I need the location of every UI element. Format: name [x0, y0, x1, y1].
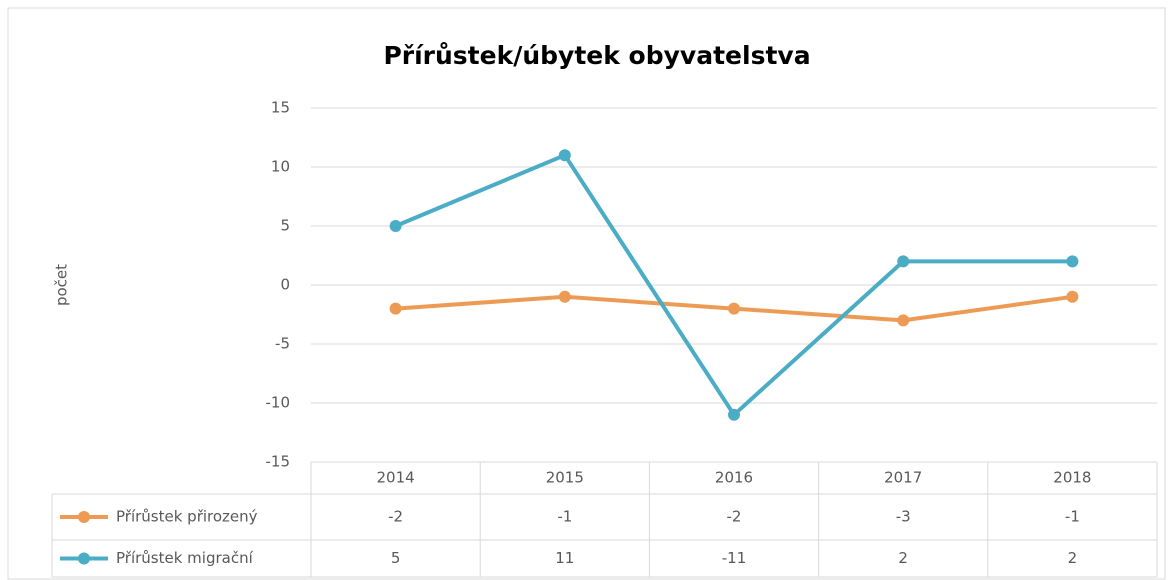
- data-point: [1066, 255, 1079, 268]
- y-tick-label: -5: [275, 335, 290, 353]
- x-tick-label: 2016: [715, 469, 753, 487]
- y-tick-label: 10: [271, 158, 290, 176]
- table-value: -2: [388, 508, 403, 526]
- data-point: [558, 290, 571, 303]
- data-point: [389, 302, 402, 315]
- data-point: [897, 255, 910, 268]
- table-value: -11: [722, 549, 747, 567]
- table-value: -3: [896, 508, 911, 526]
- y-tick-label: 15: [271, 99, 290, 117]
- chart-frame: [7, 7, 1166, 580]
- y-tick-label: -15: [266, 453, 291, 471]
- table-value: 2: [898, 549, 908, 567]
- table-value: 5: [391, 549, 401, 567]
- data-point: [389, 220, 402, 232]
- table-value: -1: [557, 508, 572, 526]
- legend-label: Přírůstek migrační: [116, 549, 254, 567]
- y-tick-label: 5: [280, 217, 290, 235]
- data-point: [728, 302, 740, 315]
- data-point: [728, 408, 740, 421]
- data-point: [897, 314, 910, 327]
- data-point: [558, 149, 571, 162]
- table-value: -1: [1065, 508, 1080, 526]
- x-tick-label: 2017: [884, 469, 922, 487]
- y-tick-label: 0: [280, 276, 290, 294]
- legend-key-marker: [78, 511, 90, 523]
- y-axis-label: počet: [53, 264, 71, 306]
- x-tick-label: 2014: [377, 469, 415, 487]
- x-tick-label: 2015: [546, 469, 584, 487]
- chart-title: Přírůstek/úbytek obyvatelstva: [383, 41, 810, 70]
- y-tick-label: -10: [266, 394, 291, 412]
- table-value: -2: [727, 508, 742, 526]
- data-point: [1066, 290, 1079, 303]
- table-value: 2: [1068, 549, 1078, 567]
- legend-key-marker: [78, 552, 90, 565]
- x-tick-label: 2018: [1053, 469, 1091, 487]
- legend-label: Přírůstek přirozený: [116, 508, 258, 526]
- table-value: 11: [555, 549, 574, 567]
